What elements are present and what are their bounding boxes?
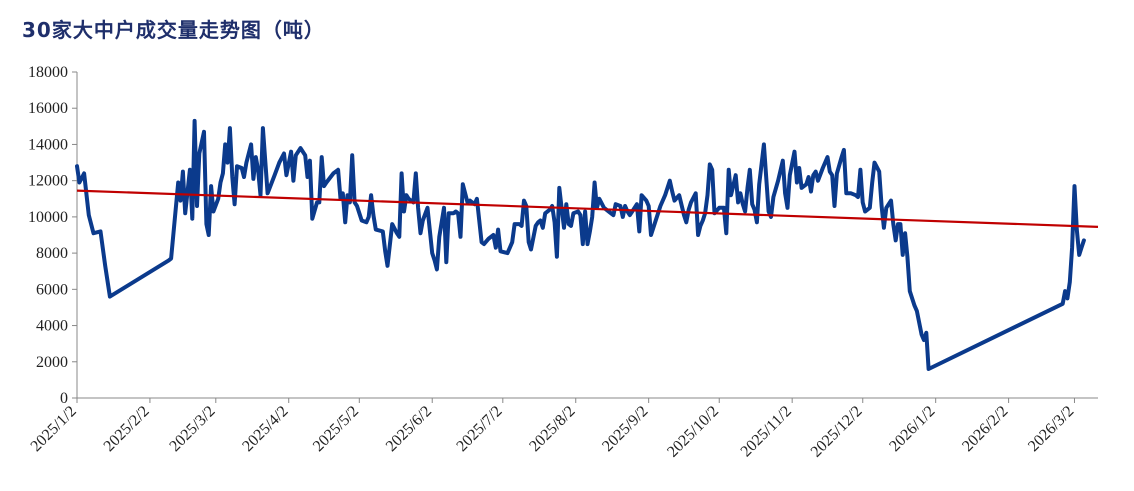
x-tick-label: 2025/8/2	[526, 403, 578, 455]
x-tick-label: 2026/3/2	[1025, 403, 1077, 455]
y-tick-label: 14000	[28, 136, 68, 153]
chart-title: 30家大中户成交量走势图（吨）	[22, 18, 325, 42]
y-tick-label: 12000	[28, 173, 68, 190]
y-tick-label: 0	[60, 390, 68, 407]
x-tick-label: 2025/4/2	[239, 403, 291, 455]
y-tick-label: 6000	[36, 281, 68, 298]
y-tick-label: 4000	[36, 318, 68, 335]
y-tick-label: 16000	[28, 100, 68, 117]
series-group	[75, 118, 1086, 371]
y-axis: 0 2000 4000 6000 8000 10000 12000 14000 16000 180…	[28, 64, 78, 407]
x-tick-label: 2025/1/2	[28, 403, 80, 455]
x-tick-label: 2025/12/2	[808, 403, 866, 461]
x-tick-label: 2025/5/2	[310, 403, 362, 455]
series-line	[75, 118, 1086, 371]
y-tick-label: 10000	[28, 209, 68, 226]
x-tick-label: 2026/2/2	[959, 403, 1011, 455]
x-tick-label: 2025/9/2	[599, 403, 651, 455]
x-tick-label: 2025/6/2	[383, 403, 435, 455]
trendline-group	[76, 189, 1099, 228]
x-tick-label: 2025/7/2	[453, 403, 505, 455]
y-tick-label: 8000	[36, 245, 68, 262]
x-tick-label: 2025/10/2	[664, 403, 722, 461]
y-tick-label: 2000	[36, 354, 68, 371]
x-tick-label: 2025/2/2	[101, 403, 153, 455]
x-tick-label: 2025/11/2	[738, 403, 795, 460]
x-axis: 2025/1/2 2025/2/2 2025/3/2 2025/4/2 2025/5/2…	[28, 397, 1098, 461]
trendline	[76, 189, 1099, 228]
x-tick-label: 2026/1/2	[886, 403, 938, 455]
x-tick-label: 2025/3/2	[166, 403, 218, 455]
y-tick-label: 18000	[28, 64, 68, 81]
